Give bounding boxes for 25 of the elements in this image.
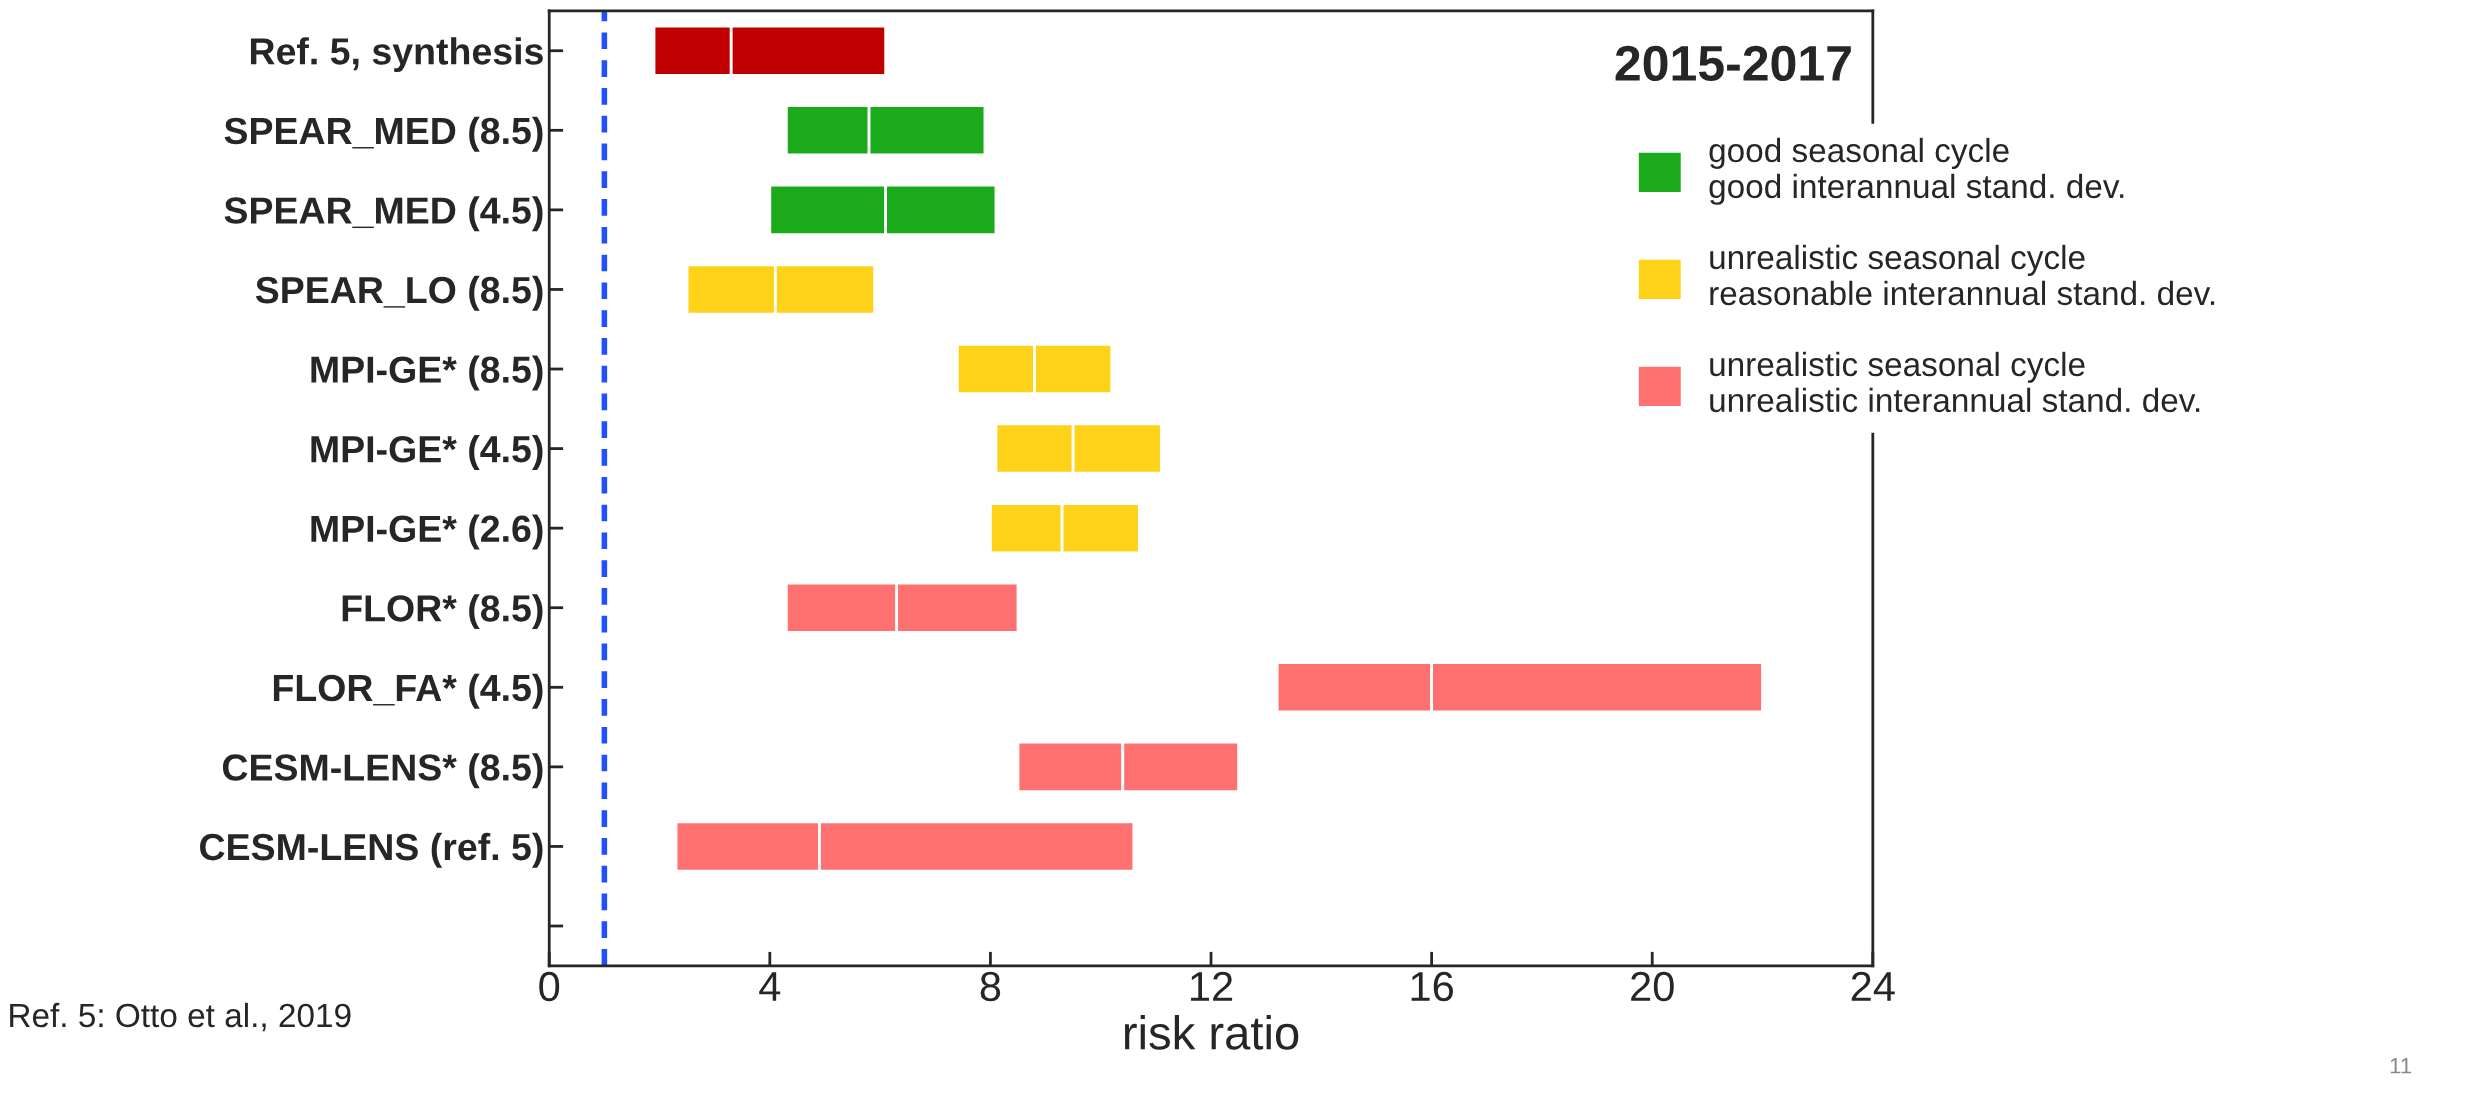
y-tick-label: FLOR* (8.5) [342,594,543,630]
x-tick-label: 24 [1851,971,1895,1001]
x-tick-label: 4 [759,972,781,1001]
y-tick-label: SPEAR_LO (8.5) [255,275,543,311]
x-tick-label: 0 [539,971,560,1002]
legend-label: unrealistic seasonal cycle reasonable interannual stand. dev. [1710,244,2215,306]
x-axis-title: risk ratio [1124,1015,1299,1050]
text: 11 [2390,1058,2412,1074]
y-tick-label: Ref. 5, synthesis [250,37,543,73]
y-tick-label: MPI-GE* (8.5) [311,355,543,391]
legend-label: good seasonal cycle good interannual stand. dev. [1709,137,2124,205]
y-tick-label: SPEAR_MED (8.5) [224,116,543,152]
x-tick-label: 20 [1631,971,1674,1002]
y-tick-label: MPI-GE* (4.5) [311,435,543,470]
x-tick-label: 12 [1191,971,1233,1001]
text: Ref. 5: Otto et al., 2019 [10,1002,351,1032]
y-tick-label: MPI-GE* (2.6) [311,514,543,550]
x-tick-label: 8 [980,971,1001,1002]
y-tick-label: SPEAR_MED (4.5) [224,196,543,232]
legend-label: unrealistic seasonal cycle unrealistic interannual stand. dev. [1710,351,2200,413]
y-tick-label: CESM-LENS* (8.5) [222,753,543,789]
text: 2015-2017 [1615,45,1851,82]
y-tick-label: CESM-LENS (ref. 5) [200,832,543,868]
x-tick-label: 16 [1411,971,1453,1002]
y-tick-label: FLOR_FA* (4.5) [273,673,543,709]
